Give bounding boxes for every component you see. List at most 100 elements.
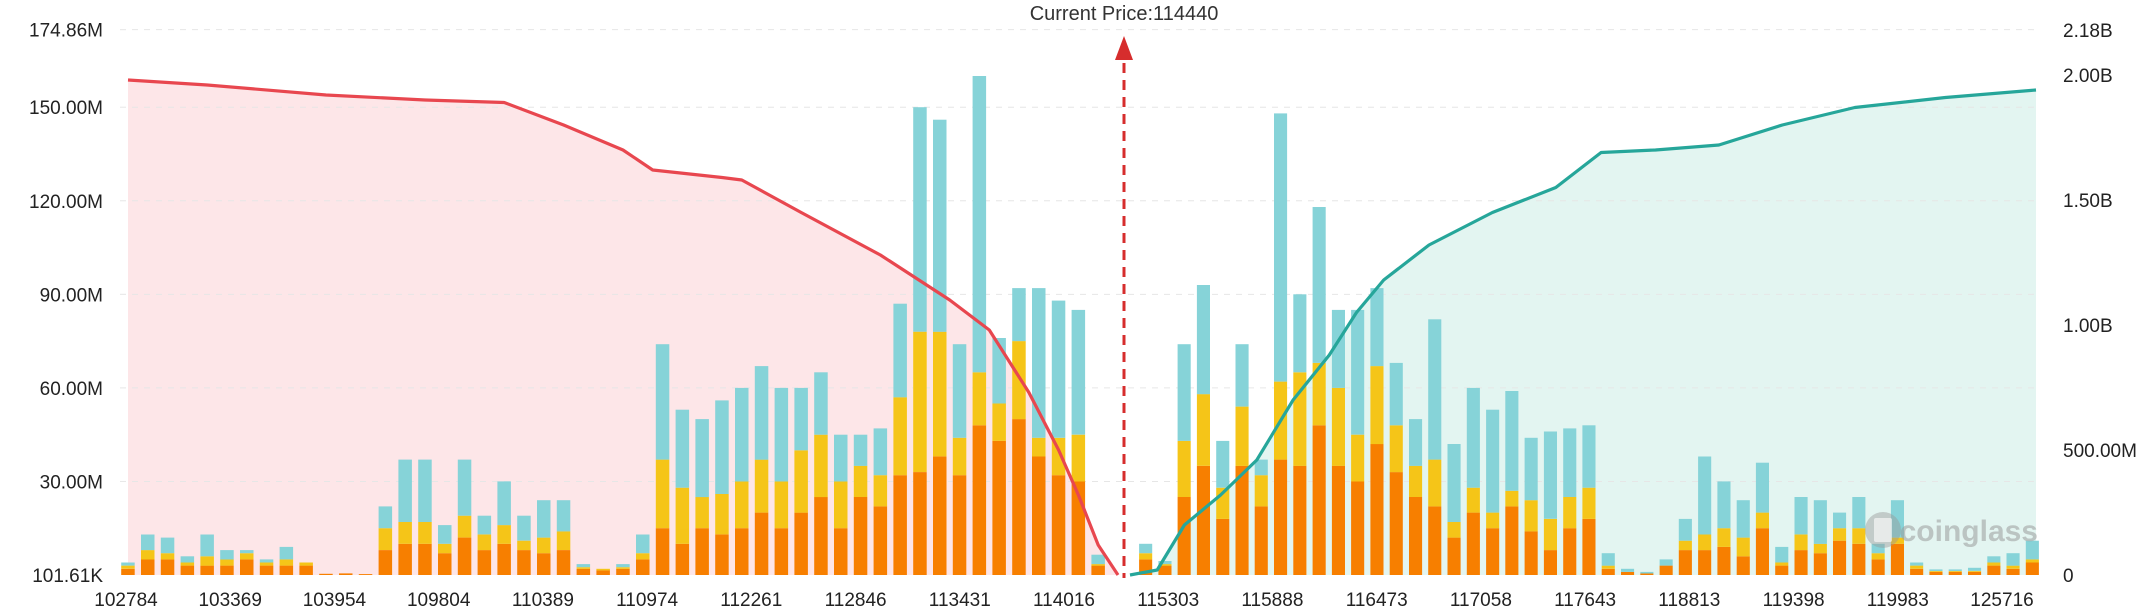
right-bar-2-low	[1177, 497, 1191, 575]
right-bar-30-mid	[1717, 528, 1731, 547]
right-bar-23-mid	[1582, 487, 1596, 519]
left-bar-30-mid	[715, 493, 729, 535]
left-bar-3-low	[180, 565, 195, 575]
left-bar-0-low	[121, 568, 135, 575]
left-tick-label: 30.00M	[40, 472, 103, 493]
left-bar-44-high	[992, 338, 1006, 404]
x-tick-label: 112261	[720, 590, 782, 611]
left-bar-26-mid	[636, 553, 650, 560]
short-liquidation-line	[127, 78, 1120, 576]
left-tick-label: 60.00M	[40, 379, 103, 400]
right-bar-14-low	[1409, 497, 1423, 575]
left-bar-39-mid	[893, 397, 907, 476]
left-bar-0-high	[121, 562, 135, 566]
left-bar-36-mid	[834, 481, 848, 529]
left-bar-38-mid	[873, 475, 888, 507]
right-bar-32-mid	[1755, 512, 1769, 529]
left-bar-47-low	[1051, 475, 1066, 575]
long-liquidation-line	[1129, 88, 2037, 577]
left-bar-43-low	[972, 425, 987, 575]
right-bar-12-mid	[1370, 366, 1384, 445]
right-bar-33-mid	[1775, 562, 1789, 566]
x-tick-label: 110389	[512, 590, 574, 611]
left-bar-17-high	[457, 459, 472, 516]
left-bar-18-low	[477, 550, 492, 575]
right-bar-45-mid	[2006, 565, 2020, 569]
left-bar-46-low	[1032, 456, 1046, 575]
watermark: coinglass	[1865, 512, 2038, 548]
right-bar-21-high	[1543, 431, 1557, 519]
left-bar-8-high	[279, 546, 294, 560]
right-bar-31-low	[1736, 556, 1750, 575]
right-bar-26-low	[1640, 573, 1654, 575]
left-bar-49-high	[1091, 554, 1105, 565]
left-bar-42-low	[952, 475, 967, 575]
right-bar-8-low	[1293, 465, 1307, 575]
right-bar-19-mid	[1505, 490, 1519, 507]
right-tick-label: 0	[2063, 566, 2074, 587]
left-bar-48-high	[1071, 309, 1086, 435]
right-bar-36-low	[1833, 540, 1847, 575]
left-bar-3-mid	[180, 562, 195, 566]
current-price-arrow-icon	[1115, 36, 1133, 60]
right-bar-22-high	[1563, 428, 1577, 497]
left-bar-20-low	[517, 550, 531, 575]
right-bar-23-low	[1582, 518, 1596, 575]
left-bar-32-high	[754, 366, 769, 460]
right-bar-24-high	[1601, 553, 1615, 566]
x-tick-label: 110974	[616, 590, 678, 611]
right-bar-28-high	[1678, 518, 1692, 541]
right-bar-28-mid	[1678, 540, 1692, 551]
left-bar-29-low	[695, 528, 709, 575]
left-bar-15-high	[418, 459, 432, 522]
right-bar-34-high	[1794, 497, 1808, 535]
left-bar-13-low	[378, 550, 393, 575]
left-bar-22-mid	[556, 531, 571, 550]
left-bar-46-high	[1032, 288, 1046, 438]
right-bar-0-mid	[1139, 553, 1153, 560]
left-bar-32-mid	[754, 459, 769, 513]
left-bar-1-mid	[141, 550, 155, 560]
right-bar-35-mid	[1813, 543, 1827, 554]
right-bar-3-low	[1196, 465, 1210, 575]
left-bar-9-mid	[299, 562, 313, 566]
left-bar-21-high	[537, 500, 551, 538]
left-bar-8-mid	[279, 559, 294, 566]
left-bar-28-mid	[675, 487, 690, 544]
left-bar-36-high	[834, 434, 848, 482]
left-bar-16-high	[438, 525, 452, 544]
right-bar-21-low	[1543, 550, 1557, 575]
right-bar-15-high	[1428, 319, 1442, 460]
left-bar-15-mid	[418, 522, 432, 544]
left-bar-38-low	[873, 506, 888, 575]
left-bar-18-mid	[477, 534, 492, 551]
right-bar-24-low	[1601, 568, 1615, 575]
left-bar-43-mid	[972, 372, 987, 426]
current-price-marker: Current Price:114440	[1030, 3, 1218, 578]
right-bar-5-low	[1235, 465, 1249, 575]
left-bar-7-low	[259, 565, 274, 575]
right-bar-31-high	[1736, 500, 1750, 538]
right-bar-30-high	[1717, 481, 1731, 529]
right-axis: 0 500.00M 1.00B 1.50B 2.00B 2.18B	[2063, 21, 2137, 587]
right-bar-26-high	[1640, 571, 1654, 574]
right-bar-42-mid	[1948, 570, 1962, 572]
left-bar-5-low	[220, 565, 234, 575]
left-bar-19-mid	[497, 525, 511, 544]
right-bar-38-high	[1871, 543, 1885, 554]
bars-layer	[121, 76, 2039, 575]
left-bar-42-mid	[952, 437, 967, 476]
right-bar-41-mid	[1929, 570, 1943, 572]
left-bar-31-mid	[735, 481, 749, 529]
right-bar-0-high	[1139, 543, 1153, 554]
left-bar-25-low	[616, 568, 630, 575]
x-tick-label: 119398	[1763, 590, 1825, 611]
left-bar-34-low	[794, 512, 808, 575]
left-bar-23-mid	[576, 567, 591, 569]
left-bar-16-mid	[438, 543, 452, 554]
left-bar-46-mid	[1032, 437, 1046, 457]
left-bar-10-low	[319, 573, 333, 575]
right-bar-29-mid	[1698, 534, 1712, 551]
right-bar-22-low	[1563, 528, 1577, 575]
left-bar-37-mid	[853, 465, 868, 497]
